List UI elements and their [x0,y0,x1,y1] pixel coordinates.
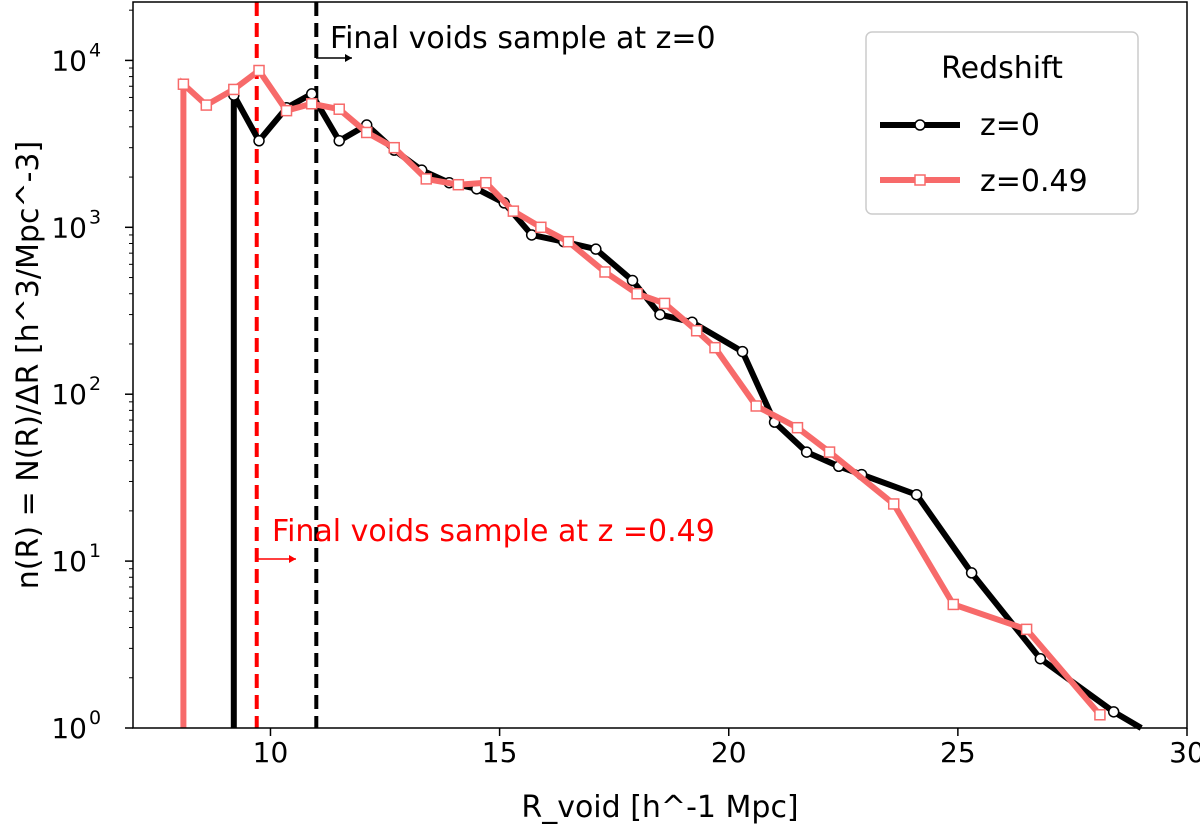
y-tick-label: 10 [51,712,87,745]
data-point-z=0.49 [709,341,721,354]
data-point-z=0.49 [658,297,671,310]
data-point-z=0.49 [228,83,240,96]
data-point-z=0 [253,135,265,147]
data-point-z=0.49 [1094,709,1106,721]
data-point-z=0.49 [750,400,762,412]
data-point-z=0.49 [535,221,547,234]
y-tick-exponent: 4 [89,39,101,61]
y-tick-exponent: 1 [89,540,101,562]
data-point-z=0.49 [480,176,492,189]
data-point-z=0.49 [253,64,265,77]
data-point-z=0 [800,446,813,458]
data-point-z=0 [590,243,602,255]
data-point-z=0.49 [690,325,703,337]
annotation-z0: Final voids sample at z=0 [316,21,716,62]
data-point-z=0.49 [791,421,804,434]
data-point-z=0.49 [452,178,465,191]
data-point-z=0.49 [333,103,345,115]
plot-content [177,2,1143,731]
data-point-z=0.49 [823,446,836,458]
data-point-z=0.49 [947,598,960,611]
y-tick-exponent: 3 [89,206,101,228]
data-point-z=0 [626,274,639,287]
y-tick-exponent: 0 [89,707,101,729]
legend-label-z0: z=0 [980,108,1040,143]
legend-label-z049: z=0.49 [980,164,1088,199]
data-point-z=0 [654,308,666,321]
annotation-z049-arrowhead [289,555,296,563]
x-axis: 10 15 20 25 30 [253,728,1200,769]
annotation-z049-text: Final voids sample at z =0.49 [272,514,715,549]
data-point-z=0.49 [388,141,400,154]
annotation-z0-arrowhead [345,54,352,62]
y-tick-label: 10 [51,545,87,578]
data-point-z=0.49 [420,173,433,185]
data-point-z=0.49 [887,498,900,510]
data-point-z=0.49 [631,287,643,300]
data-point-z=0.49 [360,126,373,139]
y-tick-label: 10 [51,378,87,411]
x-tick-label: 10 [253,736,289,769]
x-tick-label: 30 [1169,736,1200,769]
data-point-z=0 [1034,652,1047,665]
x-tick-label: 25 [940,736,976,769]
data-point-z=0.49 [507,205,520,217]
data-point-z=0.49 [305,97,318,110]
legend-box [865,31,1139,215]
data-point-z=0 [736,345,749,358]
y-axis-label: n(R) = N(R)/ΔR [h^3/Mpc^-3] [11,141,46,589]
legend: Redshift z=0 z=0.49 [865,31,1139,215]
x-tick-label: 20 [711,736,747,769]
data-point-z=0.49 [562,235,575,248]
data-point-z=0.49 [280,104,293,117]
legend-marker-z0 [914,119,926,131]
data-point-z=0 [1107,706,1120,718]
series-line-z=0.49 [180,66,1103,728]
data-point-z=0 [305,88,318,100]
y-tick-label: 10 [51,211,87,244]
x-tick-label: 15 [482,736,518,769]
annotation-z0-text: Final voids sample at z=0 [330,21,716,56]
plot-frame [132,1,1188,729]
x-axis-label: R_void [h^-1 Mpc] [521,790,798,825]
data-point-z=0.49 [177,78,190,90]
y-tick-exponent: 2 [89,373,101,395]
data-point-z=0 [910,488,923,501]
data-point-z=0.49 [200,99,213,111]
data-point-z=0 [525,229,538,241]
data-point-z=0.49 [599,266,611,278]
data-point-z=0 [333,135,345,147]
legend-marker-z049 [914,174,926,186]
y-tick-label: 10 [51,44,87,77]
data-point-z=0 [965,567,978,579]
data-point-z=0.49 [1020,623,1033,636]
series-line-z=0 [230,89,1143,731]
legend-title: Redshift [941,51,1063,86]
annotation-z049: Final voids sample at z =0.49 [256,514,715,563]
